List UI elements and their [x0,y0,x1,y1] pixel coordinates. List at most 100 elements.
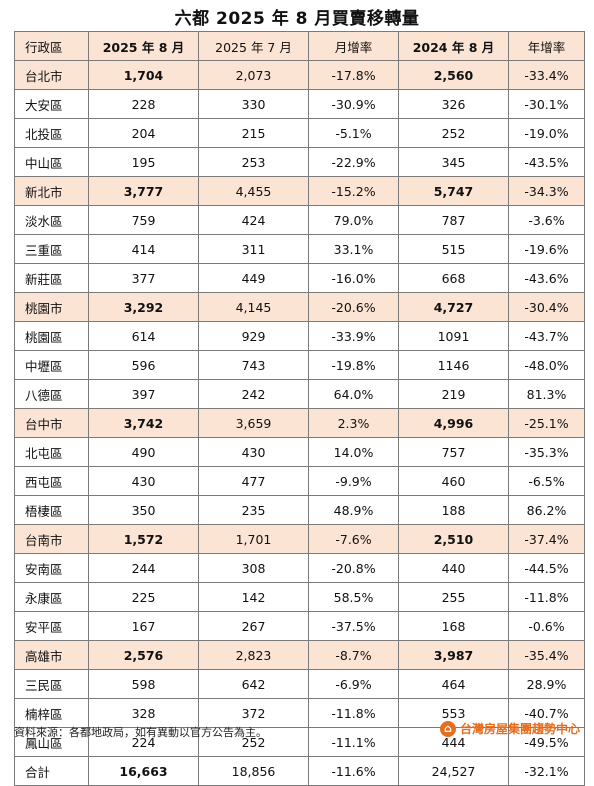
jul-2025-cell: 267 [198,611,309,641]
aug-2025-cell: 377 [88,263,199,293]
city-row: 台北市 1,704 2,073 -17.8% 2,560 -33.4% [14,60,585,90]
district-row: 安南區 244 308 -20.8% 440 -44.5% [14,553,585,583]
aug-2025-cell: 3,777 [88,176,199,206]
district-cell: 八德區 [14,379,89,409]
district-cell: 桃園市 [14,292,89,322]
city-row: 桃園市 3,292 4,145 -20.6% 4,727 -30.4% [14,292,585,322]
yoy-rate-cell: -32.1% [508,756,585,786]
jul-2025-cell: 330 [198,89,309,119]
aug-2025-cell: 195 [88,147,199,177]
column-header-yoy-rate: 年增率 [508,31,585,61]
aug-2025-cell: 596 [88,350,199,380]
column-header-aug-2025: 2025 年 8 月 [88,31,199,61]
district-row: 安平區 167 267 -37.5% 168 -0.6% [14,611,585,641]
aug-2024-cell: 345 [398,147,509,177]
district-row: 永康區 225 142 58.5% 255 -11.8% [14,582,585,612]
aug-2024-cell: 1091 [398,321,509,351]
aug-2024-cell: 255 [398,582,509,612]
aug-2025-cell: 414 [88,234,199,264]
mom-rate-cell: -11.1% [308,727,399,757]
aug-2024-cell: 219 [398,379,509,409]
district-row: 北投區 204 215 -5.1% 252 -19.0% [14,118,585,148]
mom-rate-cell: -17.8% [308,60,399,90]
mom-rate-cell: -11.6% [308,756,399,786]
mom-rate-cell: -7.6% [308,524,399,554]
aug-2025-cell: 3,742 [88,408,199,438]
aug-2024-cell: 668 [398,263,509,293]
yoy-rate-cell: -33.4% [508,60,585,90]
district-row: 北屯區 490 430 14.0% 757 -35.3% [14,437,585,467]
yoy-rate-cell: -44.5% [508,553,585,583]
house-logo-icon: ⌂ [439,720,456,737]
mom-rate-cell: -19.8% [308,350,399,380]
source-note: 資料來源：各都地政局，如有異動以官方公告為主。 [14,726,267,739]
total-row: 合計 16,663 18,856 -11.6% 24,527 -32.1% [14,756,585,786]
mom-rate-cell: -37.5% [308,611,399,641]
jul-2025-cell: 142 [198,582,309,612]
aug-2025-cell: 1,572 [88,524,199,554]
jul-2025-cell: 235 [198,495,309,525]
yoy-rate-cell: 86.2% [508,495,585,525]
aug-2024-cell: 1146 [398,350,509,380]
district-row: 三重區 414 311 33.1% 515 -19.6% [14,234,585,264]
aug-2025-cell: 598 [88,669,199,699]
aug-2024-cell: 464 [398,669,509,699]
district-cell: 西屯區 [14,466,89,496]
aug-2024-cell: 24,527 [398,756,509,786]
district-cell: 中山區 [14,147,89,177]
aug-2024-cell: 2,510 [398,524,509,554]
mom-rate-cell: -9.9% [308,466,399,496]
yoy-rate-cell: -25.1% [508,408,585,438]
jul-2025-cell: 311 [198,234,309,264]
district-cell: 永康區 [14,582,89,612]
jul-2025-cell: 4,455 [198,176,309,206]
district-row: 大安區 228 330 -30.9% 326 -30.1% [14,89,585,119]
table-header-row: 行政區 2025 年 8 月 2025 年 7 月 月增率 2024 年 8 月… [14,31,585,61]
column-header-aug-2024: 2024 年 8 月 [398,31,509,61]
district-row: 八德區 397 242 64.0% 219 81.3% [14,379,585,409]
mom-rate-cell: -5.1% [308,118,399,148]
aug-2025-cell: 759 [88,205,199,235]
mom-rate-cell: -15.2% [308,176,399,206]
district-row: 楠梓區 328 372 -11.8% 553 -40.7% [14,698,585,728]
district-row: 桃園區 614 929 -33.9% 1091 -43.7% [14,321,585,351]
yoy-rate-cell: 28.9% [508,669,585,699]
district-cell: 安南區 [14,553,89,583]
city-row: 台南市 1,572 1,701 -7.6% 2,510 -37.4% [14,524,585,554]
district-cell: 桃園區 [14,321,89,351]
aug-2025-cell: 228 [88,89,199,119]
aug-2025-cell: 490 [88,437,199,467]
district-cell: 楠梓區 [14,698,89,728]
aug-2025-cell: 225 [88,582,199,612]
jul-2025-cell: 642 [198,669,309,699]
city-row: 台中市 3,742 3,659 2.3% 4,996 -25.1% [14,408,585,438]
jul-2025-cell: 3,659 [198,408,309,438]
aug-2024-cell: 2,560 [398,60,509,90]
jul-2025-cell: 2,823 [198,640,309,670]
district-row: 梧棲區 350 235 48.9% 188 86.2% [14,495,585,525]
aug-2025-cell: 204 [88,118,199,148]
yoy-rate-cell: -34.3% [508,176,585,206]
mom-rate-cell: 79.0% [308,205,399,235]
column-header-district: 行政區 [14,31,89,61]
district-row: 中壢區 596 743 -19.8% 1146 -48.0% [14,350,585,380]
city-row: 高雄市 2,576 2,823 -8.7% 3,987 -35.4% [14,640,585,670]
district-cell: 高雄市 [14,640,89,670]
jul-2025-cell: 929 [198,321,309,351]
yoy-rate-cell: -43.5% [508,147,585,177]
district-cell: 淡水區 [14,205,89,235]
mom-rate-cell: -20.8% [308,553,399,583]
yoy-rate-cell: -0.6% [508,611,585,641]
district-cell: 三民區 [14,669,89,699]
aug-2025-cell: 430 [88,466,199,496]
aug-2025-cell: 2,576 [88,640,199,670]
aug-2025-cell: 3,292 [88,292,199,322]
jul-2025-cell: 4,145 [198,292,309,322]
aug-2024-cell: 4,996 [398,408,509,438]
yoy-rate-cell: -19.0% [508,118,585,148]
aug-2024-cell: 440 [398,553,509,583]
column-header-jul-2025: 2025 年 7 月 [198,31,309,61]
mom-rate-cell: 48.9% [308,495,399,525]
aug-2024-cell: 252 [398,118,509,148]
yoy-rate-cell: -35.4% [508,640,585,670]
